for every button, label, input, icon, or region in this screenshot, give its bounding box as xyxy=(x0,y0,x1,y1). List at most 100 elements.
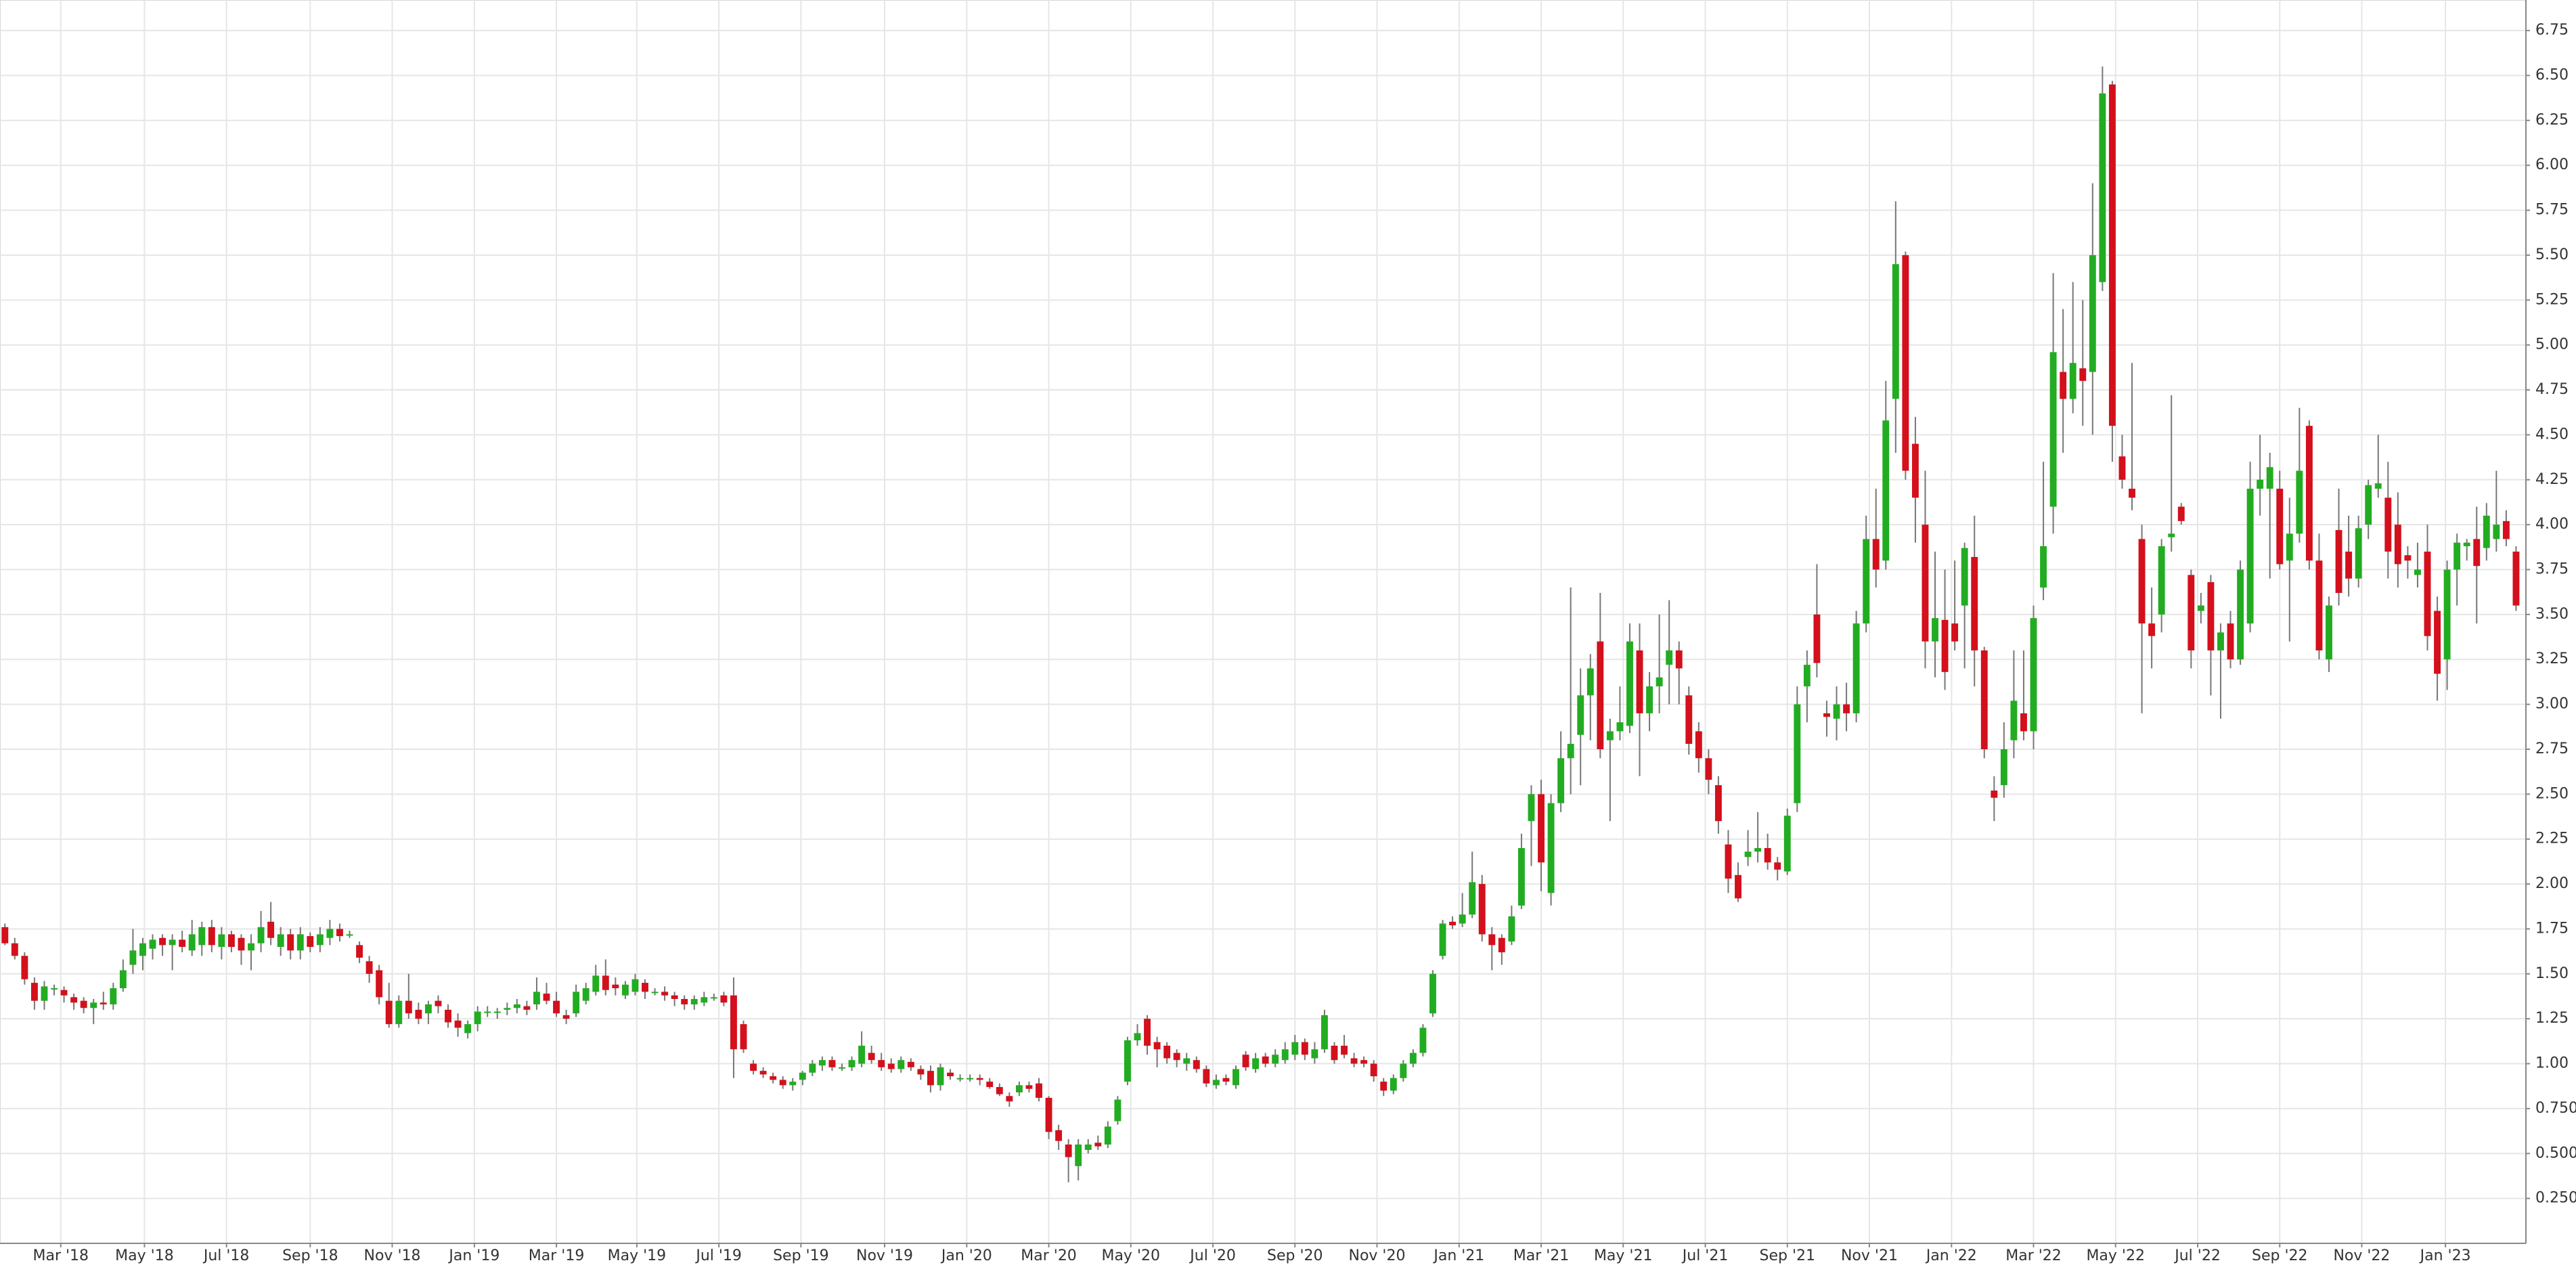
candle-body xyxy=(2177,506,2185,521)
candle-body xyxy=(1281,1049,1289,1061)
candle-body xyxy=(424,1004,432,1014)
candle-body xyxy=(2138,539,2146,624)
candle-body xyxy=(435,1000,442,1006)
candle-body xyxy=(740,1024,747,1050)
y-tick-label: 5.75 xyxy=(2535,202,2569,219)
candle-body xyxy=(2118,456,2126,480)
candle-body xyxy=(799,1072,806,1080)
candle-body xyxy=(21,956,28,979)
candle-body xyxy=(2168,533,2175,537)
candle-body xyxy=(2326,605,2332,660)
candle-body xyxy=(759,1071,767,1075)
candle-body xyxy=(927,1071,934,1086)
y-tick-label: 3.50 xyxy=(2535,606,2569,623)
x-tick-label: Jul '19 xyxy=(694,1247,742,1264)
y-tick-label: 1.50 xyxy=(2535,965,2569,982)
x-tick-label: Sep '20 xyxy=(1267,1247,1323,1264)
candle-body xyxy=(2089,254,2096,372)
candle-body xyxy=(1586,668,1594,696)
candle-body xyxy=(1498,937,1505,952)
candle-body xyxy=(2404,555,2412,561)
candle-body xyxy=(631,979,639,992)
candle-body xyxy=(90,1002,97,1008)
y-tick-label: 4.50 xyxy=(2535,426,2569,443)
candle-body xyxy=(1932,618,1938,642)
candle-body xyxy=(80,1000,87,1008)
candle-body xyxy=(2069,363,2077,399)
x-tick-label: May '18 xyxy=(115,1247,174,1264)
candle-body xyxy=(1242,1055,1249,1067)
candle-body xyxy=(1134,1033,1141,1041)
candle-body xyxy=(1291,1042,1299,1055)
candle-body xyxy=(179,939,186,947)
candle-body xyxy=(2148,623,2156,636)
candle-body xyxy=(11,943,18,956)
y-tick-label: 0.7500 xyxy=(2535,1100,2576,1117)
candle-body xyxy=(868,1052,875,1061)
x-tick-label: Mar '18 xyxy=(32,1247,89,1264)
candle-body xyxy=(2108,84,2116,426)
candle-body xyxy=(1843,704,1850,713)
candle-body xyxy=(2060,372,2067,399)
candle-body xyxy=(1036,1083,1042,1098)
y-tick-label: 5.00 xyxy=(2535,336,2569,353)
candle-body xyxy=(671,995,678,999)
candle-body xyxy=(2246,489,2254,624)
candle-body xyxy=(464,1024,472,1034)
y-tick-label: 1.75 xyxy=(2535,920,2569,937)
candle-body xyxy=(976,1078,983,1080)
candle-body xyxy=(2424,551,2431,636)
candle-body xyxy=(1882,420,1890,561)
candle-body xyxy=(513,1004,520,1008)
x-tick-label: Mar '22 xyxy=(2005,1247,2062,1264)
y-tick-label: 6.00 xyxy=(2535,156,2569,173)
candle-body xyxy=(1429,973,1436,1014)
candle-body xyxy=(720,995,728,1003)
candle-body xyxy=(504,1008,511,1010)
candle-body xyxy=(967,1078,974,1080)
candle-body xyxy=(376,970,383,998)
candle-body xyxy=(2414,569,2421,575)
candle-body xyxy=(1,927,9,944)
candle-body xyxy=(2237,569,2244,660)
candle-body xyxy=(1675,650,1683,669)
candle-body xyxy=(887,1063,895,1069)
candle-body xyxy=(1577,695,1584,735)
candle-body xyxy=(2434,611,2441,674)
candle-body xyxy=(947,1072,954,1077)
candle-body xyxy=(1902,254,1909,471)
candle-body xyxy=(2443,569,2451,660)
y-tick-label: 5.50 xyxy=(2535,246,2569,263)
candle-body xyxy=(986,1082,994,1088)
candle-body xyxy=(621,984,629,996)
y-tick-label: 4.00 xyxy=(2535,516,2569,533)
candle-body xyxy=(1370,1063,1377,1077)
candle-body xyxy=(395,1000,403,1025)
candle-body xyxy=(1320,1015,1328,1050)
candle-body xyxy=(523,1006,531,1010)
candle-body xyxy=(642,983,648,992)
candle-body xyxy=(2197,605,2204,611)
candle-body xyxy=(2483,515,2490,548)
candle-body xyxy=(129,950,137,965)
candle-body xyxy=(1400,1063,1407,1078)
candle-body xyxy=(1863,539,1870,624)
candle-body xyxy=(1754,847,1762,852)
candle-body xyxy=(1419,1027,1427,1053)
y-tick-label: 2.00 xyxy=(2535,875,2569,892)
candle-body xyxy=(1961,548,1968,606)
candle-body xyxy=(2257,479,2264,489)
candle-body xyxy=(1488,934,1496,946)
candle-body xyxy=(159,937,166,946)
candle-body xyxy=(1803,665,1811,687)
candle-body xyxy=(70,997,78,1003)
candle-body xyxy=(878,1060,885,1067)
x-tick-label: Sep '21 xyxy=(1760,1247,1816,1264)
candle-body xyxy=(1922,525,1929,642)
candle-body xyxy=(2374,483,2382,489)
candle-body xyxy=(1517,847,1525,906)
candle-body xyxy=(1163,1045,1171,1059)
candle-body xyxy=(1764,847,1771,863)
